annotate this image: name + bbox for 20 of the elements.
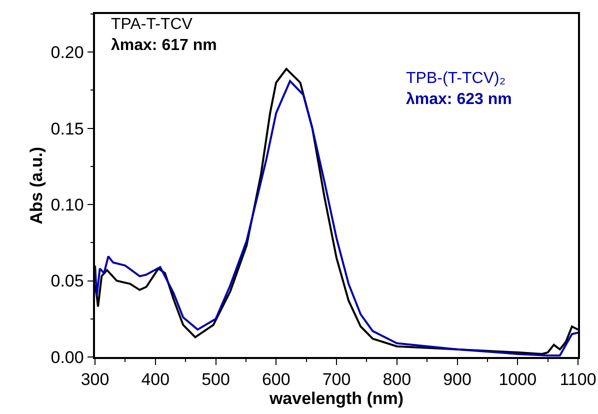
x-tick-label: 1100 <box>560 370 596 390</box>
x-axis-title: wavelength (nm) <box>268 389 404 408</box>
y-tick-label: 0.10 <box>50 196 84 215</box>
y-tick-label: 0.20 <box>50 43 84 62</box>
x-tick-label: 300 <box>80 370 110 390</box>
text: TPB-(T-TCV)₂ <box>406 70 506 87</box>
text: TPA-T-TCV <box>111 16 193 33</box>
x-tick-label: 600 <box>262 370 290 390</box>
x-tick-label: 900 <box>443 370 472 390</box>
y-tick-label: 0.15 <box>50 119 84 138</box>
x-tick-label: 800 <box>382 370 412 390</box>
x-tick-label: 500 <box>202 370 230 390</box>
y-tick-label: 0.00 <box>50 348 84 367</box>
y-axis-title: Abs (a.u.) <box>26 146 46 224</box>
x-tick-label: 1000 <box>498 370 537 390</box>
annotation: λmax: 617 nm <box>111 37 217 54</box>
annotation: λmax: 623 nm <box>406 91 512 108</box>
x-tick-label: 400 <box>141 370 170 390</box>
x-tick-label: 700 <box>322 370 351 390</box>
y-tick-label: 0.05 <box>50 272 84 291</box>
